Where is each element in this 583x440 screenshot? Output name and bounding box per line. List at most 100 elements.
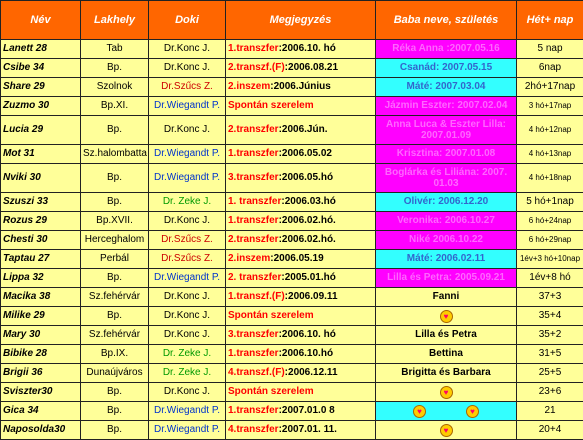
baby-name-date: Boglárka és Liliána: 2007. 01.03 <box>384 167 508 189</box>
cell-weeks: 35+2 <box>516 325 583 345</box>
note-type: 2.transzf.(F) <box>228 62 285 73</box>
cell-name: Szuszi 33 <box>0 192 81 212</box>
cell-doctor: Dr.Wiegandt P. <box>148 268 226 288</box>
table-row: Mary 30 Sz.fehérvár Dr.Konc J. 3.transzfer:… <box>0 325 583 345</box>
cell-name: Lippa 32 <box>0 268 81 288</box>
table-row: Bibike 28 Bp.IX. Dr. Zeke J. 1.transzfer:20… <box>0 344 583 364</box>
cell-place: Sz.halombatta <box>80 144 149 164</box>
cell-name: Brigii 36 <box>0 363 81 383</box>
cell-note: 2.inszem:2006.Június <box>225 77 376 97</box>
header-name: Név <box>0 0 81 40</box>
cell-baby: ♥ ♥ <box>375 401 517 421</box>
cell-baby: Csanád: 2007.05.15 <box>375 58 517 78</box>
cell-note: 3.transzfer:2006.05.hó <box>225 163 376 193</box>
cell-baby: ♥ <box>375 420 517 440</box>
baby-name-date: Niké 2006.10.22 <box>409 234 483 245</box>
baby-name-date: Anna Luca & Eszter Lilla: 2007.01.09 <box>385 119 507 141</box>
baby-name-date: Réka Anna :2007.05.16 <box>392 43 500 54</box>
note-type: 4.transzf.(F) <box>228 367 285 378</box>
note-date: :2006.02.hó. <box>278 215 336 226</box>
cell-place: Bp.XVII. <box>80 211 149 231</box>
baby-name-date: Máté: 2006.02.11 <box>406 253 486 264</box>
cell-place: Bp. <box>80 58 149 78</box>
cell-name: Mary 30 <box>0 325 81 345</box>
cell-baby: Bettina <box>375 344 517 364</box>
cell-place: Bp. <box>80 192 149 212</box>
table-row: Macika 38 Sz.fehérvár Dr.Konc J. 1.transzf.… <box>0 287 583 307</box>
cell-note: 2.inszem:2006.05.19 <box>225 249 376 269</box>
table-row: Brigii 36 Dunaújváros Dr. Zeke J. 4.transzf… <box>0 363 583 383</box>
cell-name: Gica 34 <box>0 401 81 421</box>
cell-name: Nviki 30 <box>0 163 81 193</box>
cell-doctor: Dr. Zeke J. <box>148 363 226 383</box>
cell-weeks: 6 hó+24nap <box>516 211 583 231</box>
cell-place: Bp. <box>80 163 149 193</box>
cell-place: Bp. <box>80 420 149 440</box>
cell-place: Bp. <box>80 268 149 288</box>
cell-baby: Niké 2006.10.22 <box>375 230 517 250</box>
cell-place: Sz.fehérvár <box>80 287 149 307</box>
cell-doctor: Dr.Wiegandt P. <box>148 420 226 440</box>
table-row: Naposolda30 Bp. Dr.Wiegandt P. 4.transzfer:… <box>0 420 583 440</box>
note-type: 2.inszem <box>228 81 271 92</box>
baby-name-date: Krisztina: 2007.01.08 <box>396 148 496 159</box>
note-date: :2006.05.02 <box>278 148 332 159</box>
cell-note: 1.transzfer:2006.10.hó <box>225 344 376 364</box>
cell-place: Dunaújváros <box>80 363 149 383</box>
cell-place: Sz.fehérvár <box>80 325 149 345</box>
cell-name: Lucia 29 <box>0 115 81 145</box>
cell-doctor: Dr.Konc J. <box>148 325 226 345</box>
cell-doctor: Dr. Zeke J. <box>148 192 226 212</box>
cell-doctor: Dr.Wiegandt P. <box>148 401 226 421</box>
heart-smiley-icon: ♥ <box>466 404 479 418</box>
cell-place: Tab <box>80 39 149 59</box>
table-row: Mot 31 Sz.halombatta Dr.Wiegandt P. 1.trans… <box>0 144 583 164</box>
baby-name-date: Csanád: 2007.05.15 <box>399 62 493 73</box>
cell-place: Bp. <box>80 382 149 402</box>
cell-note: 1.transzfer:2006.05.02 <box>225 144 376 164</box>
cell-name: Share 29 <box>0 77 81 97</box>
cell-doctor: Dr.Konc J. <box>148 382 226 402</box>
cell-baby: Lilla és Petra <box>375 325 517 345</box>
cell-baby: Máté: 2006.02.11 <box>375 249 517 269</box>
note-type: 4.transzfer <box>228 424 279 435</box>
note-type: 1. transzfer <box>228 196 282 207</box>
note-date: :2006.08.21 <box>284 62 339 73</box>
note-type: Spontán szerelem <box>228 386 314 397</box>
table-row: Nviki 30 Bp. Dr.Wiegandt P. 3.transzfer:200… <box>0 163 583 193</box>
cell-baby: Brigitta és Barbara <box>375 363 517 383</box>
cell-baby: Máté: 2007.03.04 <box>375 77 517 97</box>
table-row: Csibe 34 Bp. Dr.Konc J. 2.transzf.(F):2006.… <box>0 58 583 78</box>
note-type: 1.transzf.(F) <box>228 291 285 302</box>
cell-baby: Boglárka és Liliána: 2007. 01.03 <box>375 163 517 193</box>
table-row: Share 29 Szolnok Dr.Szűcs Z. 2.inszem:2006.… <box>0 77 583 97</box>
table-row: Lucia 29 Bp. Dr.Konc J. 2.transzfer:2006.Jú… <box>0 115 583 145</box>
table-row: Szuszi 33 Bp. Dr. Zeke J. 1. transzfer:2006… <box>0 192 583 212</box>
cell-note: 4.transzfer:2007.01. 11. <box>225 420 376 440</box>
cell-name: Rozus 29 <box>0 211 81 231</box>
cell-weeks: 37+3 <box>516 287 583 307</box>
heart-smiley-icon: ♥ <box>413 404 426 418</box>
cell-place: Bp.XI. <box>80 96 149 116</box>
baby-name-date: Jázmin Eszter: 2007.02.04 <box>384 100 508 111</box>
cell-weeks: 3 hó+17nap <box>516 96 583 116</box>
note-type: 1.transzfer <box>228 405 279 416</box>
cell-place: Herceghalom <box>80 230 149 250</box>
baby-name-date: Olivér: 2006.12.20 <box>403 196 489 207</box>
cell-weeks: 35+4 <box>516 306 583 326</box>
table-row: Rozus 29 Bp.XVII. Dr.Konc J. 1.transzfer:20… <box>0 211 583 231</box>
cell-note: 2.transzfer:2006.Jún. <box>225 115 376 145</box>
heart-smiley-icon: ♥ <box>439 423 453 437</box>
note-date: :2007.01.0 8 <box>278 405 335 416</box>
table-row: Chesti 30 Herceghalom Dr.Szűcs Z. 2.transzf… <box>0 230 583 250</box>
cell-weeks: 1év+8 hó <box>516 268 583 288</box>
cell-weeks: 1év+3 hó+10nap <box>516 249 583 269</box>
note-date: :2006.Június <box>270 81 331 92</box>
cell-name: Bibike 28 <box>0 344 81 364</box>
cell-weeks: 5 hó+1nap <box>516 192 583 212</box>
baby-name-date: Lilla és Petra: 2005.09.21 <box>387 272 505 283</box>
cell-doctor: Dr.Szűcs Z. <box>148 249 226 269</box>
cell-doctor: Dr.Konc J. <box>148 211 226 231</box>
cell-name: Mot 31 <box>0 144 81 164</box>
cell-note: 1.transzfer:2006.10. hó <box>225 39 376 59</box>
